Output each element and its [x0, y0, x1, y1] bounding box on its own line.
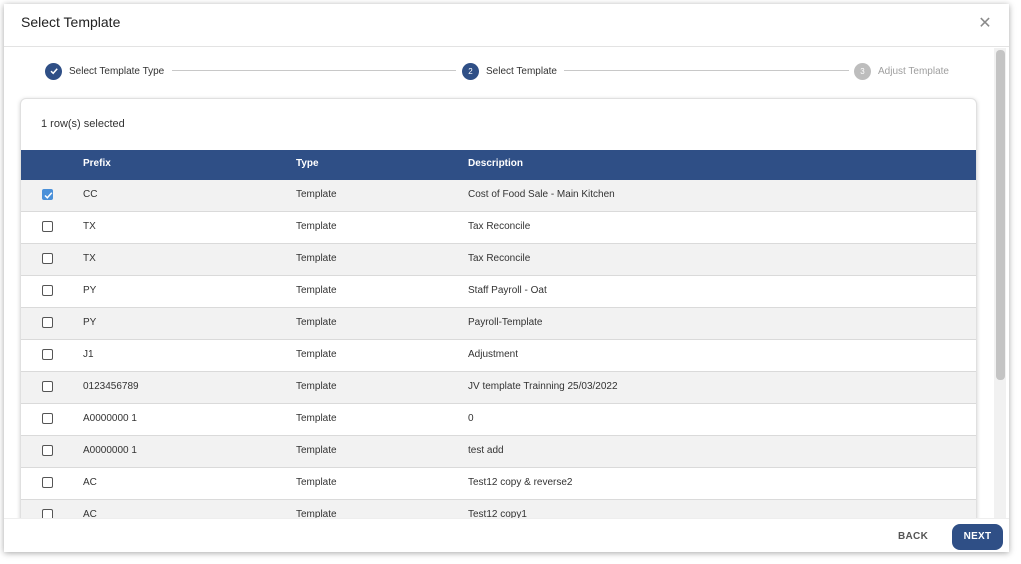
table-row[interactable]: TX Template Tax Reconcile — [21, 212, 976, 244]
step-label: Select Template Type — [69, 65, 165, 77]
cell-type: Template — [296, 285, 337, 296]
cell-prefix: AC — [83, 509, 97, 520]
cell-description: test add — [468, 445, 504, 456]
cell-prefix: A0000000 1 — [83, 413, 137, 424]
step-connector — [172, 70, 456, 71]
cell-type: Template — [296, 221, 337, 232]
cell-description: Staff Payroll - Oat — [468, 285, 547, 296]
cell-description: Payroll-Template — [468, 317, 543, 328]
cell-type: Template — [296, 189, 337, 200]
checkbox[interactable] — [42, 285, 53, 296]
step-adjust-template: 3 Adjust Template — [854, 62, 949, 80]
checkbox[interactable] — [42, 253, 53, 264]
cell-type: Template — [296, 317, 337, 328]
step-number: 2 — [462, 62, 479, 80]
cell-prefix: TX — [83, 253, 96, 264]
cell-prefix: J1 — [83, 349, 94, 360]
table-row[interactable]: J1 Template Adjustment — [21, 340, 976, 372]
cell-description: Adjustment — [468, 349, 519, 360]
table-row[interactable]: 0123456789 Template JV template Trainning … — [21, 372, 976, 404]
selection-count: 1 row(s) selected — [41, 118, 125, 130]
cell-prefix: PY — [83, 285, 97, 296]
scrollbar-thumb[interactable] — [996, 50, 1005, 380]
cell-description: JV template Trainning 25/03/2022 — [468, 381, 618, 392]
table-row[interactable]: A0000000 1 Template 0 — [21, 404, 976, 436]
cell-description: Tax Reconcile — [468, 221, 531, 232]
cell-prefix: CC — [83, 189, 98, 200]
table-body: CC Template Cost of Food Sale - Main Kitch… — [21, 180, 976, 532]
checkbox[interactable] — [42, 221, 53, 232]
table-row[interactable]: PY Template Staff Payroll - Oat — [21, 276, 976, 308]
step-label: Select Template — [486, 65, 557, 77]
table-row[interactable]: AC Template Test12 copy & reverse2 — [21, 468, 976, 500]
step-select-template-type: Select Template Type — [45, 62, 164, 80]
step-select-template: 2 Select Template — [462, 62, 557, 80]
cell-prefix: PY — [83, 317, 97, 328]
table-header: Prefix Type Description — [21, 150, 976, 180]
checkbox[interactable] — [42, 349, 53, 360]
cell-prefix: A0000000 1 — [83, 445, 137, 456]
checkbox[interactable] — [42, 317, 53, 328]
checkbox[interactable] — [42, 381, 53, 392]
step-number: 3 — [854, 62, 871, 80]
cell-description: Test12 copy1 — [468, 509, 527, 520]
dialog-footer: BACK NEXT — [4, 518, 1009, 552]
back-button[interactable]: BACK — [898, 531, 929, 542]
table-row[interactable]: CC Template Cost of Food Sale - Main Kitch… — [21, 180, 976, 212]
next-button[interactable]: NEXT — [952, 524, 1003, 550]
table-row[interactable]: PY Template Payroll-Template — [21, 308, 976, 340]
cell-type: Template — [296, 349, 337, 360]
cell-description: 0 — [468, 413, 474, 424]
step-label: Adjust Template — [878, 65, 949, 77]
check-icon — [45, 62, 62, 80]
checkbox[interactable] — [42, 413, 53, 424]
column-header-prefix[interactable]: Prefix — [83, 158, 111, 169]
cell-type: Template — [296, 253, 337, 264]
cell-prefix: 0123456789 — [83, 381, 139, 392]
cell-description: Tax Reconcile — [468, 253, 531, 264]
cell-type: Template — [296, 477, 337, 488]
cell-description: Cost of Food Sale - Main Kitchen — [468, 189, 615, 200]
select-template-dialog: Select Template ✕ Select Template Type 2… — [4, 4, 1009, 552]
cell-type: Template — [296, 413, 337, 424]
cell-type: Template — [296, 445, 337, 456]
dialog-header: Select Template ✕ — [4, 4, 1009, 47]
template-table-panel: 1 row(s) selected Prefix Type Descriptio… — [20, 98, 977, 540]
cell-type: Template — [296, 381, 337, 392]
cell-description: Test12 copy & reverse2 — [468, 477, 573, 488]
checkbox[interactable] — [42, 477, 53, 488]
column-header-type[interactable]: Type — [296, 158, 319, 169]
cell-prefix: AC — [83, 477, 97, 488]
table-row[interactable]: A0000000 1 Template test add — [21, 436, 976, 468]
cell-type: Template — [296, 509, 337, 520]
column-header-description[interactable]: Description — [468, 158, 524, 169]
dialog-title: Select Template — [21, 14, 121, 30]
step-connector — [564, 70, 849, 71]
checkbox-checked[interactable] — [42, 189, 53, 200]
checkbox[interactable] — [42, 445, 53, 456]
close-icon[interactable]: ✕ — [978, 15, 992, 32]
cell-prefix: TX — [83, 221, 96, 232]
table-row[interactable]: TX Template Tax Reconcile — [21, 244, 976, 276]
